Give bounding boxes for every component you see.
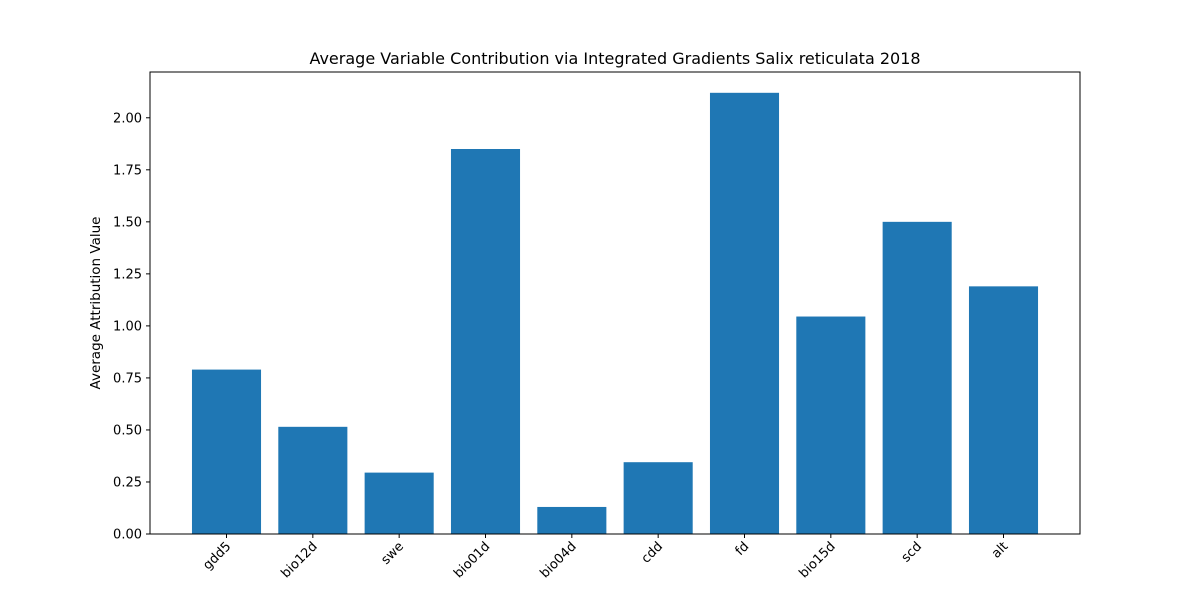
y-tick-label: 0.75 bbox=[113, 371, 142, 386]
x-tick-label-fd: fd bbox=[733, 539, 753, 559]
x-tick-label-alt: alt bbox=[989, 539, 1011, 561]
bar-fd bbox=[709, 92, 780, 534]
y-tick-label: 0.50 bbox=[113, 423, 142, 438]
chart-title: Average Variable Contribution via Integr… bbox=[309, 49, 920, 68]
bar-bio01d bbox=[450, 149, 521, 534]
y-tick-label: 1.50 bbox=[113, 215, 142, 230]
x-tick-label-swe: swe bbox=[378, 539, 407, 568]
x-tick-label-bio15d: bio15d bbox=[797, 539, 839, 581]
bars-group bbox=[191, 92, 1039, 534]
bar-bio12d bbox=[278, 426, 348, 534]
y-axis-label: Average Attribution Value bbox=[88, 217, 104, 390]
y-tick-label: 0.25 bbox=[113, 475, 142, 490]
plot-frame bbox=[149, 71, 1081, 535]
x-axis: gdd5 bio12d swe bio01d bio04d cdd fd bio15d scd a… bbox=[200, 534, 1011, 581]
x-tick-label-scd: scd bbox=[899, 539, 925, 565]
x-tick-label-bio12d: bio12d bbox=[279, 539, 321, 581]
bar-gdd5 bbox=[191, 369, 262, 534]
bar-scd bbox=[882, 221, 952, 534]
y-tick-label: 2.00 bbox=[113, 111, 142, 126]
bar-bio15d bbox=[796, 316, 866, 534]
bar-cdd bbox=[623, 462, 693, 534]
y-tick-label: 1.00 bbox=[113, 319, 142, 334]
x-tick-label-bio01d: bio01d bbox=[451, 539, 493, 581]
bar-bio04d bbox=[537, 506, 607, 534]
y-axis: 0.00 0.25 0.50 0.75 1.00 1.25 1.50 1.75 2.00 bbox=[113, 111, 150, 543]
y-tick-label: 1.75 bbox=[113, 163, 142, 178]
y-tick-label: 1.25 bbox=[113, 267, 142, 282]
x-tick-label-bio04d: bio04d bbox=[538, 539, 580, 581]
bar-swe bbox=[364, 472, 434, 534]
x-tick-label-gdd5: gdd5 bbox=[200, 539, 234, 573]
x-tick-label-cdd: cdd bbox=[639, 539, 666, 566]
y-tick-label: 0.00 bbox=[113, 528, 142, 543]
bar-alt bbox=[968, 286, 1039, 534]
